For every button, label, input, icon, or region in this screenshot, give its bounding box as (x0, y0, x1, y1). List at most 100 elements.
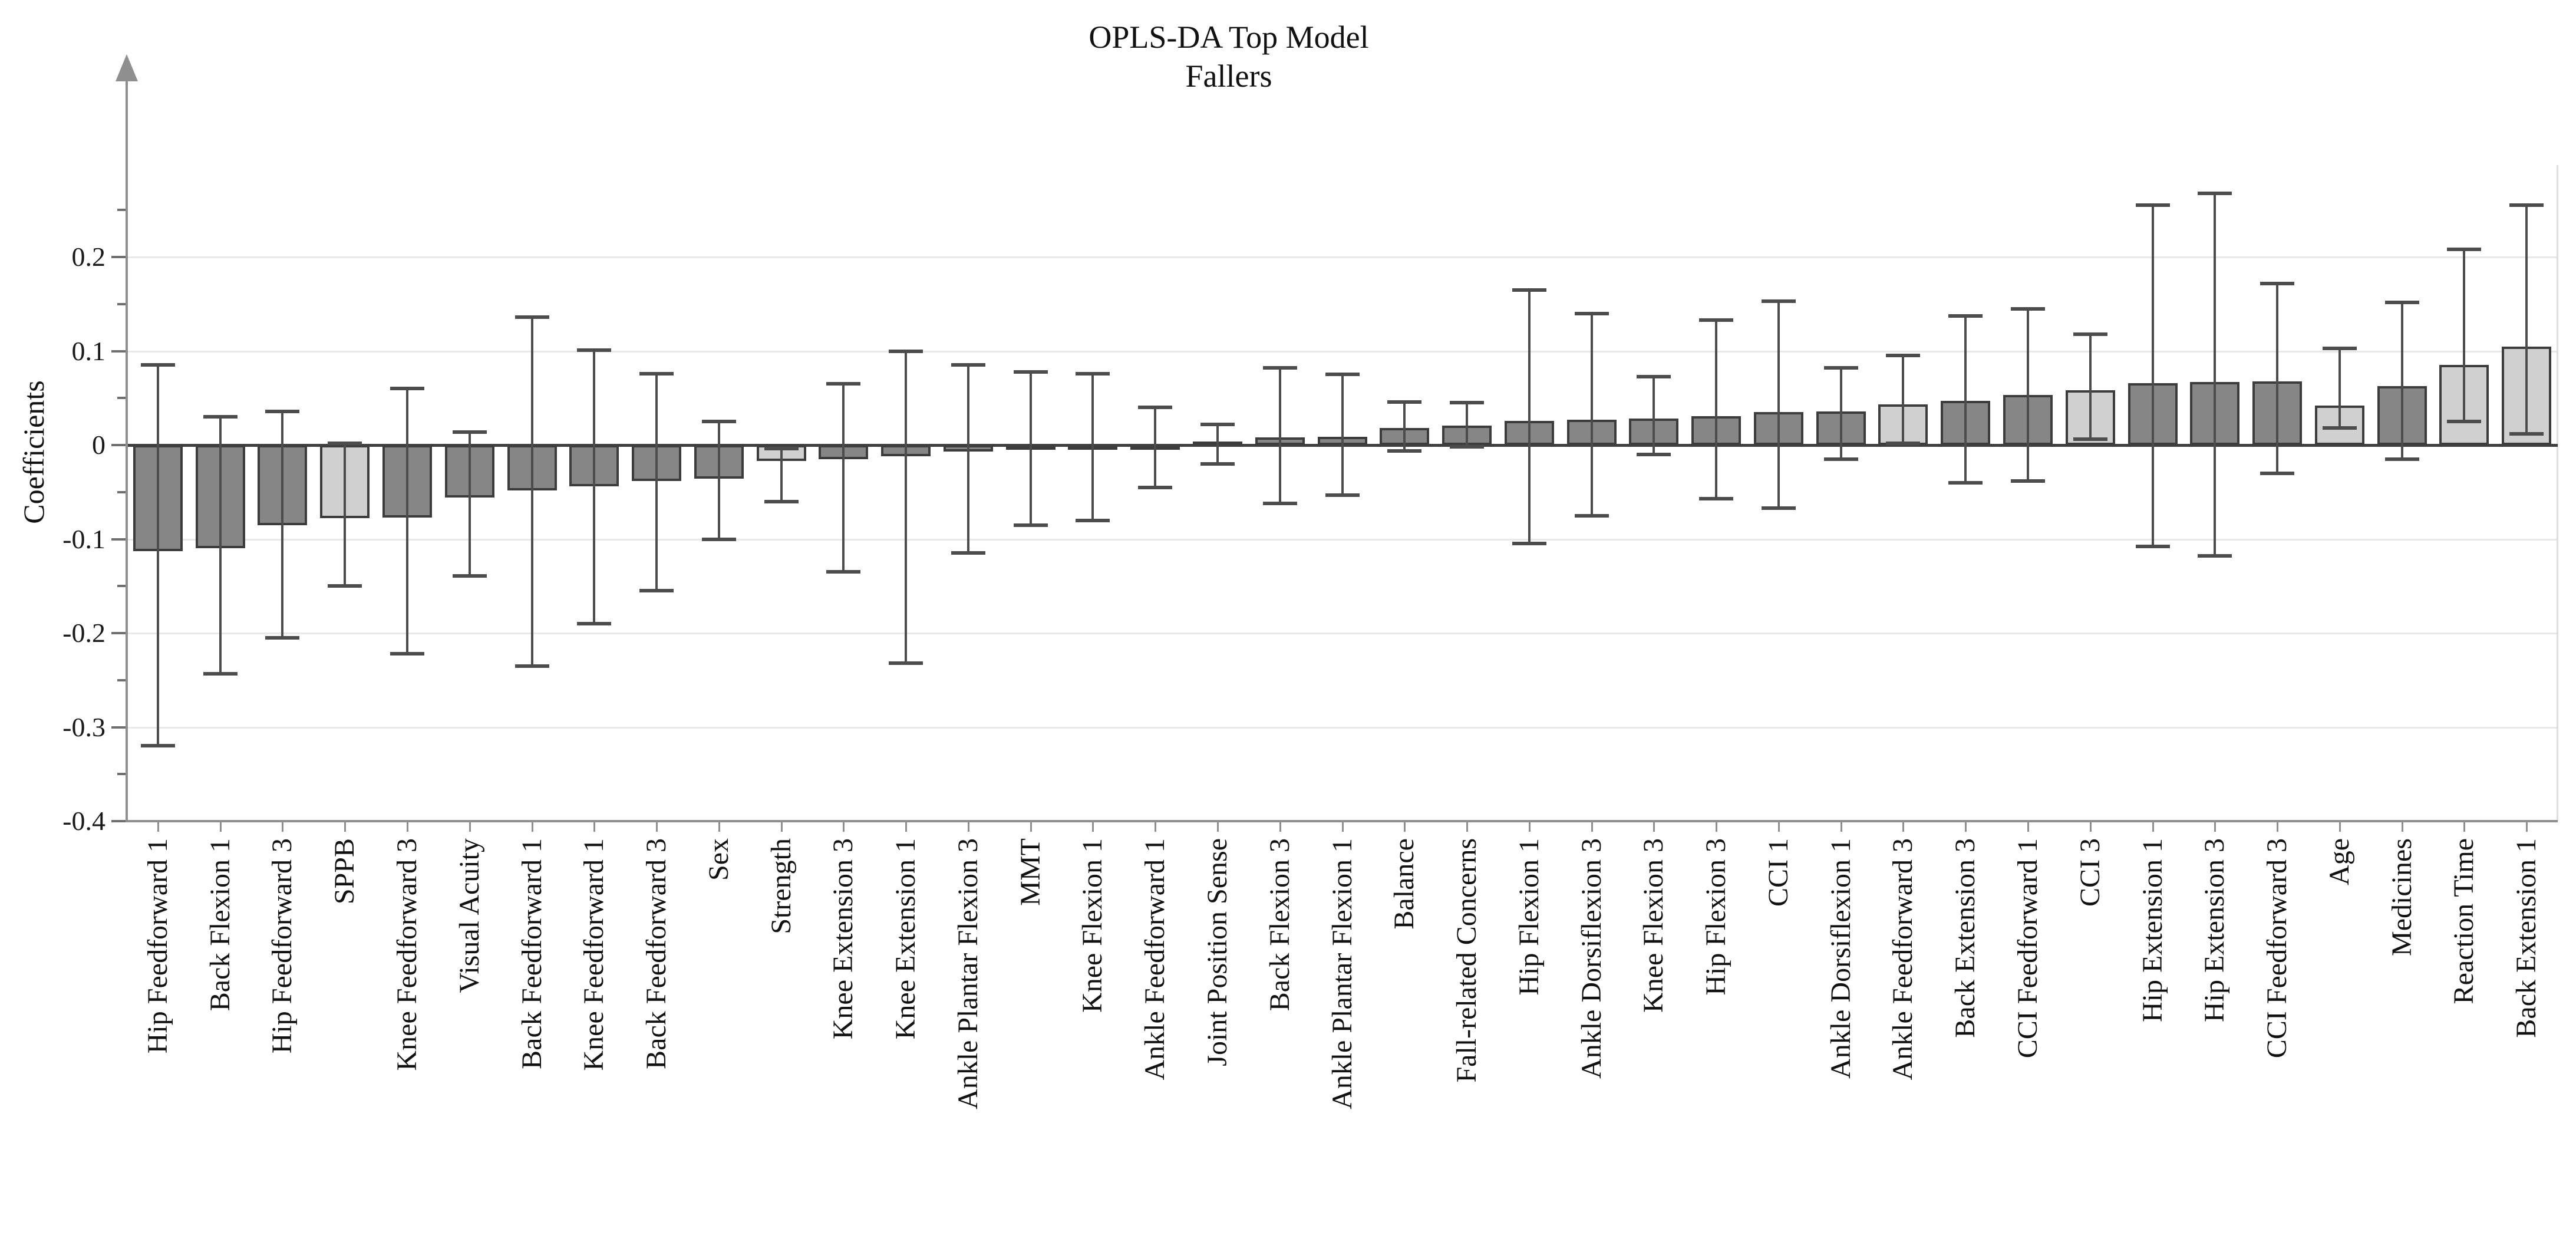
x-axis-category-label: Hip Flexion 3 (1700, 838, 1732, 996)
x-axis-tick (718, 821, 720, 832)
error-bar-stem (1154, 407, 1157, 487)
y-axis-tick-label: -0.4 (62, 806, 105, 836)
error-bar-cap-bottom (2447, 420, 2482, 424)
x-axis-tick (1155, 821, 1157, 832)
x-axis-category-label: Age (2323, 838, 2355, 885)
error-bar-cap-bottom (1262, 501, 1297, 505)
x-axis-tick (593, 821, 596, 832)
x-axis-tick (1653, 821, 1655, 832)
y-axis-tick-label: 0.2 (71, 242, 106, 272)
x-axis-tick (1528, 821, 1531, 832)
y-axis-major-tick (111, 538, 126, 541)
error-bar-cap-top (2447, 248, 2482, 252)
x-axis-category-label: Knee Extension 1 (890, 838, 922, 1040)
error-bar-cap-bottom (1512, 542, 1546, 546)
y-axis-line (126, 80, 128, 822)
gridline (127, 633, 2558, 634)
x-axis-tick (2338, 821, 2341, 832)
error-bar-stem (655, 373, 658, 591)
error-bar-cap-bottom (1076, 518, 1110, 522)
x-axis-tick (406, 821, 408, 832)
error-bar-stem (593, 350, 596, 624)
error-bar-cap-bottom (2198, 554, 2232, 558)
error-bar-cap-top (2260, 281, 2295, 285)
error-bar-stem (1777, 301, 1780, 508)
x-axis-category-label: Hip Feedforward 1 (141, 838, 173, 1054)
error-bar-cap-top (203, 415, 238, 419)
error-bar-cap-top (1886, 354, 1921, 358)
x-axis-category-label: Strength (765, 838, 797, 934)
x-axis-category-label: Balance (1388, 838, 1420, 930)
y-axis-arrow-icon (116, 54, 138, 81)
error-bar-cap-bottom (639, 589, 674, 593)
error-bar-cap-bottom (826, 570, 861, 574)
chart-title-block: OPLS-DA Top Model Fallers (127, 18, 2331, 95)
x-axis-tick (1404, 821, 1406, 832)
gridline (127, 350, 2558, 353)
error-bar-cap-top (1200, 422, 1235, 426)
error-bar-cap-top (2509, 203, 2544, 207)
x-axis-category-label: Back Extension 3 (1950, 838, 1981, 1038)
x-axis-category-label: CCI 3 (2074, 838, 2106, 907)
y-axis-tick-label: -0.1 (62, 523, 105, 554)
error-bar-stem (717, 421, 720, 539)
x-axis-tick (905, 821, 908, 832)
error-bar-cap-top (514, 315, 549, 319)
error-bar-cap-top (452, 430, 487, 434)
error-bar-cap-bottom (452, 574, 487, 578)
error-bar-cap-bottom (1325, 493, 1360, 497)
error-bar-stem (1590, 313, 1593, 516)
error-bar-cap-top (328, 441, 362, 445)
y-axis-tick-label: 0.1 (71, 335, 106, 366)
y-axis-tick-label: -0.3 (62, 712, 105, 742)
error-bar-cap-bottom (1637, 452, 1671, 456)
error-bar-cap-bottom (577, 622, 612, 626)
x-axis-tick (656, 821, 658, 832)
x-axis-tick (531, 821, 533, 832)
error-bar-stem (1341, 374, 1344, 495)
error-bar-stem (281, 411, 284, 638)
x-axis-tick (2277, 821, 2279, 832)
x-axis-category-label: Hip Extension 3 (2199, 838, 2231, 1022)
x-axis-tick (2152, 821, 2154, 832)
x-axis-tick (1216, 821, 1219, 832)
error-bar-cap-top (1699, 318, 1734, 322)
x-axis-tick (780, 821, 783, 832)
error-bar-cap-top (1262, 366, 1297, 370)
x-axis-tick (2463, 821, 2466, 832)
x-axis-tick (157, 821, 159, 832)
x-axis-tick (1466, 821, 1469, 832)
error-bar-cap-top (1138, 406, 1173, 410)
error-bar-cap-bottom (701, 537, 736, 541)
error-bar-stem (1715, 319, 1718, 499)
error-bar-cap-bottom (1886, 441, 1921, 445)
x-axis-category-label: Medicines (2386, 838, 2417, 956)
error-bar-cap-top (1325, 373, 1360, 377)
x-axis-category-label: Fall-related Concerns (1451, 838, 1483, 1083)
x-axis-tick (1777, 821, 1780, 832)
error-bar-cap-top (2198, 191, 2232, 195)
error-bar-cap-top (1013, 370, 1048, 374)
y-axis-tick-label: 0 (92, 430, 105, 460)
x-axis-tick (1902, 821, 1905, 832)
error-bar-stem (1029, 371, 1032, 525)
error-bar-cap-bottom (889, 661, 923, 666)
x-axis-tick (282, 821, 284, 832)
error-bar-cap-bottom (265, 635, 300, 640)
x-axis-category-label: Knee Extension 3 (827, 838, 859, 1040)
error-bar-stem (468, 431, 471, 576)
error-bar-cap-bottom (390, 652, 424, 656)
x-axis-category-label: Joint Position Sense (1201, 838, 1233, 1066)
error-bar-cap-top (140, 363, 175, 367)
x-axis-tick (2027, 821, 2029, 832)
chart-subtitle: Fallers (1185, 58, 1272, 94)
error-bar-cap-top (1574, 311, 1609, 315)
error-bar-cap-top (2073, 332, 2107, 336)
error-bar-stem (1902, 355, 1905, 443)
error-bar-cap-top (1761, 299, 1796, 303)
y-axis-minor-tick (117, 209, 126, 212)
y-axis-minor-tick (117, 302, 126, 305)
error-bar-cap-bottom (1823, 457, 1858, 461)
error-bar-cap-top (2010, 307, 2045, 311)
x-axis-category-label: MMT (1014, 838, 1046, 906)
